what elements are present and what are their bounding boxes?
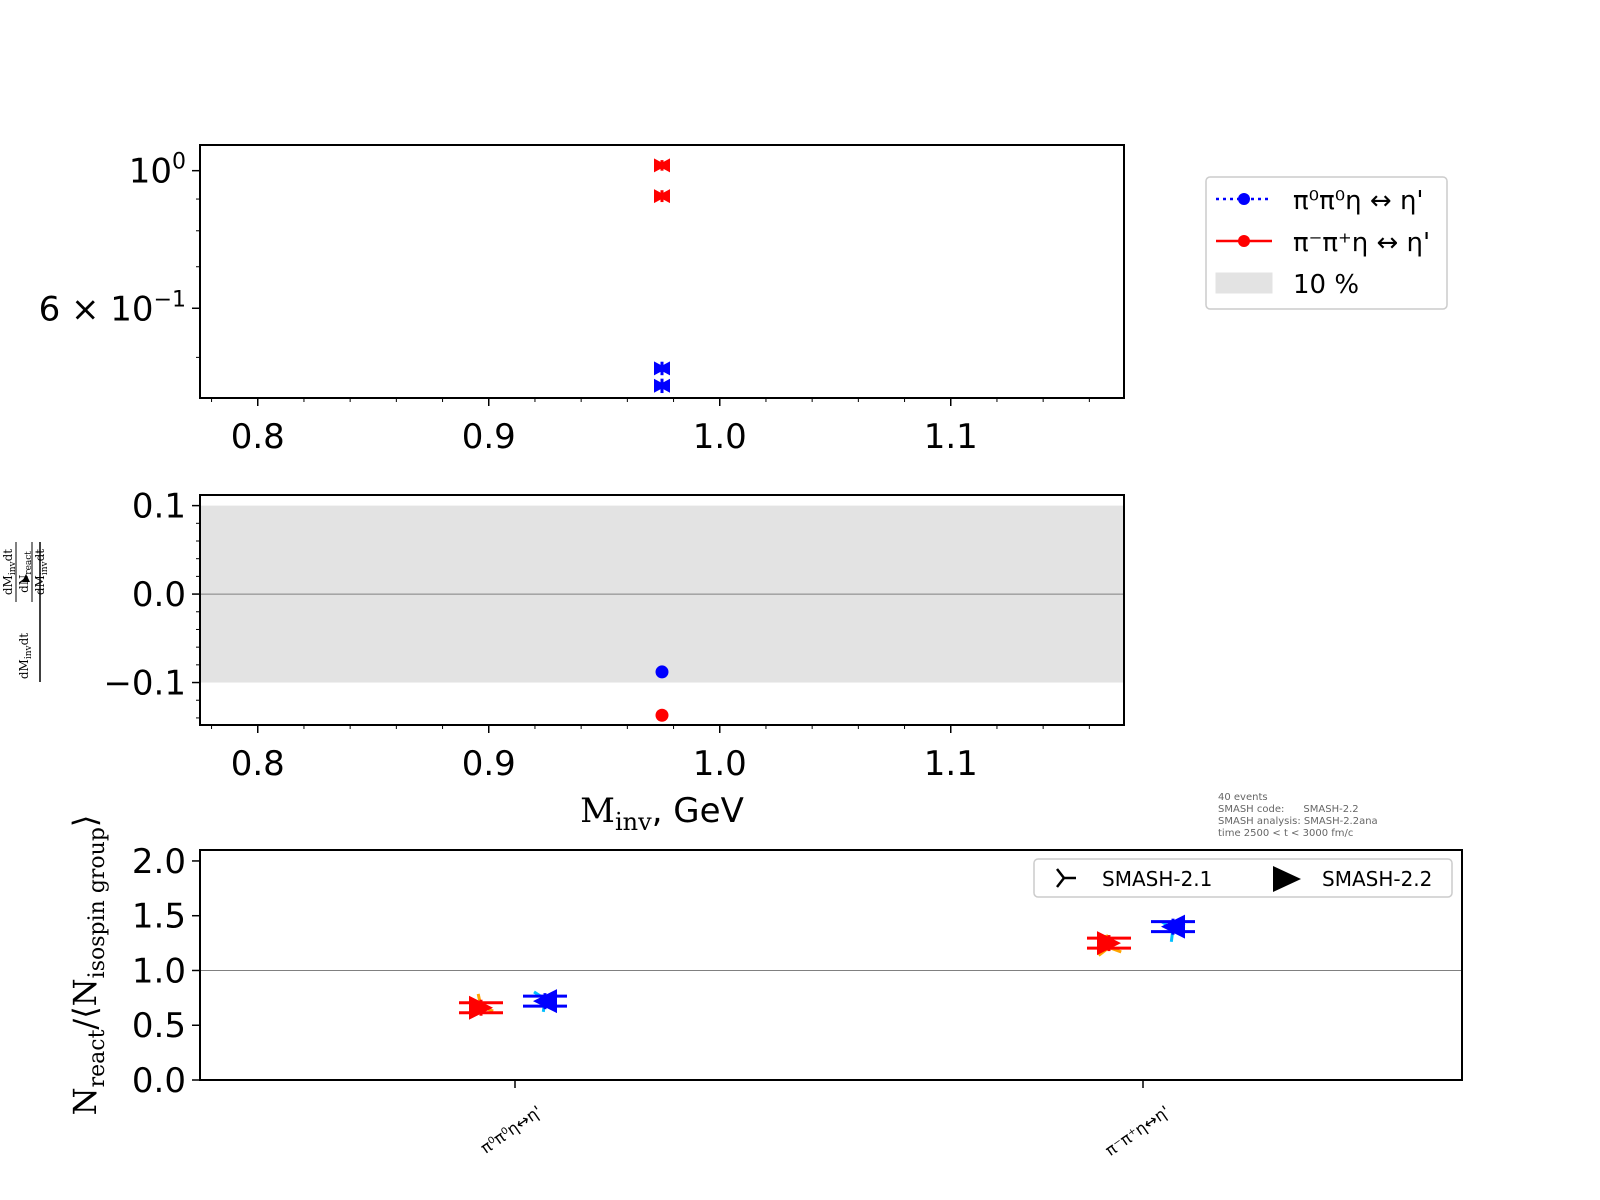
legend-label-band: 10 %: [1293, 270, 1359, 300]
bottom-data-marks: [459, 914, 1195, 1020]
run-info-line-2: SMASH code: SMASH-2.2: [1218, 804, 1359, 815]
legend-marker-pimpipeta: [1238, 235, 1250, 247]
middle-x-tick-label: 1.1: [924, 744, 978, 784]
run-info-line-3: SMASH analysis: SMASH-2.2ana: [1218, 816, 1378, 827]
run-info-annotation: 40 events SMASH code: SMASH-2.2 SMASH an…: [1218, 792, 1378, 839]
middle-data-point: [655, 708, 669, 722]
bottom-y-axis: 0.0 0.5 1.0 1.5 2.0: [132, 842, 200, 1101]
middle-y-tick-label: −0.1: [103, 664, 186, 704]
middle-data-marks: [655, 665, 669, 722]
middle-x-tick-label: 1.0: [693, 744, 747, 784]
bottom-y-tick-label: 0.0: [132, 1061, 186, 1101]
middle-x-axis-label: Minv, GeV: [580, 791, 744, 836]
middle-x-tick-label: 0.8: [231, 744, 285, 784]
top-legend: π⁰π⁰η ↔ η' π⁻π⁺η ↔ η' 10 %: [1205, 176, 1448, 310]
bottom-plot-frame: [199, 849, 1463, 1081]
middle-y-tick-label: 0.1: [132, 487, 186, 527]
middle-y-axis: 0.1 0.0 −0.1: [103, 487, 200, 719]
ylabel-left-numerator: dMinvdt: [17, 633, 34, 679]
top-x-axis: 0.8 0.9 1.0 1.1: [211, 398, 1090, 457]
middle-x-tick-label: 0.9: [462, 744, 516, 784]
top-panel: 0.8 0.9 1.0 1.1 100 6 × 10−1: [39, 144, 1125, 457]
bottom-panel: 0.0 0.5 1.0 1.5 2.0 π⁰π⁰η↔η' π⁻π⁺η↔η' Nreact…: [66, 792, 1463, 1160]
legend-label-smash-2-2: SMASH-2.2: [1322, 867, 1432, 891]
legend-marker-smash-2-1: [1056, 868, 1076, 888]
ylabel-arrow-glyph: [22, 574, 30, 582]
top-x-tick-label: 1.0: [693, 417, 747, 457]
middle-y-axis-label: dMinvdt dMinvdt dNreact dMinvdt: [1, 542, 50, 682]
bottom-data-point-smash-2-2: [469, 995, 493, 1020]
bottom-y-tick-label: 0.5: [132, 1006, 186, 1046]
middle-x-axis: 0.8 0.9 1.0 1.1: [211, 725, 1090, 784]
bottom-y-tick-label: 1.5: [132, 897, 186, 937]
top-data-point-right: [657, 158, 670, 173]
legend-label-pi0pi0eta: π⁰π⁰η ↔ η': [1293, 186, 1424, 216]
bottom-y-tick-label: 1.0: [132, 951, 186, 991]
bottom-legend: SMASH-2.1 SMASH-2.2: [1033, 858, 1453, 898]
top-x-tick-label: 0.8: [231, 417, 285, 457]
top-y-tick-label-1: 100: [129, 150, 186, 192]
bottom-data-point-smash-2-2: [1097, 931, 1121, 956]
run-info-line-4: time 2500 < t < 3000 fm/c: [1218, 828, 1353, 839]
top-data-point-right: [657, 361, 670, 376]
legend-label-pimpipeta: π⁻π⁺η ↔ η': [1293, 228, 1430, 258]
ylabel-inner-top: dNreact: [17, 551, 34, 593]
run-info-line-1: 40 events: [1218, 792, 1268, 803]
bottom-x-axis: π⁰π⁰η↔η' π⁻π⁺η↔η': [477, 1080, 1173, 1160]
middle-y-tick-label: 0.0: [132, 575, 186, 615]
bottom-y-axis-label: Nreact/⟨Nisospin group⟩: [66, 815, 110, 1116]
legend-marker-pi0pi0eta: [1238, 193, 1250, 205]
bottom-category-label-1: π⁻π⁺η↔η': [1102, 1102, 1174, 1160]
ylabel-inner-bottom: dMinvdt: [33, 549, 50, 595]
middle-data-point: [655, 665, 669, 679]
legend-marker-smash-2-2: [1273, 866, 1301, 892]
top-x-tick-label: 1.1: [924, 417, 978, 457]
bottom-data-point-smash-2-2: [533, 989, 557, 1014]
legend-label-smash-2-1: SMASH-2.1: [1102, 867, 1212, 891]
bottom-legend-frame: [1033, 858, 1453, 898]
middle-plot-frame: [199, 494, 1125, 726]
top-data-point-right: [657, 189, 670, 204]
top-y-tick-label-0.6: 6 × 10−1: [39, 287, 186, 329]
bottom-y-tick-label: 2.0: [132, 842, 186, 882]
middle-panel: 0.8 0.9 1.0 1.1 0.1 0.0 −0.1 Minv, GeV dMinvd…: [1, 487, 1125, 836]
bottom-category-label-0: π⁰π⁰η↔η': [477, 1102, 545, 1158]
bottom-data-point-smash-2-2: [1161, 914, 1185, 939]
top-data-point-right: [657, 378, 670, 393]
legend-patch-band: [1215, 272, 1273, 294]
ylabel-right-numerator: dMinvdt: [1, 549, 18, 595]
top-data-marks: [654, 158, 670, 394]
top-plot-frame: [199, 144, 1125, 399]
top-y-axis: 100 6 × 10−1: [39, 150, 200, 358]
top-x-tick-label: 0.9: [462, 417, 516, 457]
